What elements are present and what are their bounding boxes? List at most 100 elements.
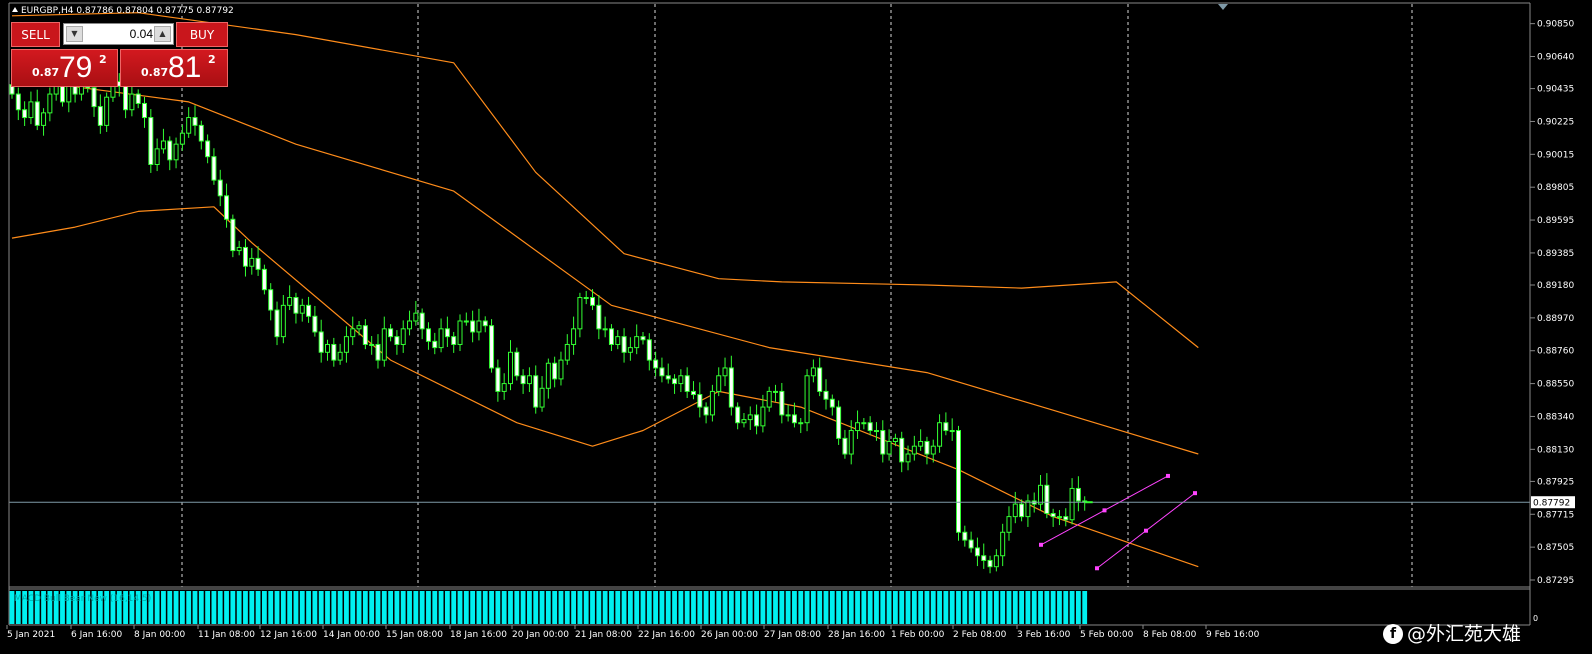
indicator-bar — [665, 591, 671, 624]
candle-bull — [804, 375, 810, 424]
indicator-bar — [1044, 591, 1050, 624]
candle-bear — [829, 398, 835, 408]
trend-channel[interactable] — [1039, 473, 1197, 571]
y-tick-label: 0.87925 — [1537, 477, 1574, 487]
indicator-bar — [564, 591, 570, 624]
candle-bull — [407, 320, 413, 330]
candle-bull — [1038, 484, 1044, 505]
x-tick-label: 5 Feb 00:00 — [1080, 630, 1134, 640]
candle-bull — [179, 132, 185, 145]
indicator-bar — [716, 591, 722, 624]
candle-bear — [15, 93, 21, 111]
candle-bear — [621, 336, 627, 353]
candle-bear — [924, 440, 930, 455]
candle-bear — [59, 85, 65, 103]
current-price-box — [1531, 496, 1575, 509]
band-upper — [11, 12, 1199, 349]
indicator-bar — [15, 591, 21, 624]
candle-bull — [369, 343, 375, 346]
symbol-info: EURGBP,H4 0.87786 0.87804 0.87775 0.8779… — [12, 6, 234, 16]
candle-bear — [432, 340, 438, 349]
indicator-bar — [1050, 591, 1056, 624]
indicator-bar — [495, 591, 501, 624]
sell-quote-fraction: 2 — [99, 53, 107, 66]
candle-bull — [299, 304, 305, 314]
x-tick-label: 5 Jan 2021 — [7, 630, 55, 640]
candle-bear — [419, 312, 425, 330]
x-tick-label: 28 Jan 16:00 — [828, 630, 885, 640]
candle-bull — [937, 422, 943, 447]
candle-bull — [577, 297, 583, 330]
indicator-bar — [918, 591, 924, 624]
candle-bear — [331, 343, 337, 361]
channel-anchor — [1039, 542, 1043, 547]
indicator-bar — [956, 591, 961, 624]
indicator-bar — [123, 591, 128, 624]
buy-quote[interactable]: 0.87 81 2 — [120, 49, 228, 87]
x-tick-label: 8 Jan 00:00 — [134, 630, 186, 640]
candle-bear — [640, 336, 646, 341]
lot-decrease-icon[interactable]: ▼ — [66, 26, 83, 42]
indicator-bar — [785, 591, 791, 624]
y-tick-label: 0.88760 — [1537, 347, 1574, 357]
indicator-bar — [539, 591, 545, 624]
candle-bull — [892, 437, 898, 442]
indicator-bar — [552, 591, 558, 624]
y-tick-label: 0.89385 — [1537, 249, 1574, 259]
buy-button[interactable]: BUY — [176, 22, 228, 47]
candle-bull — [350, 328, 356, 338]
indicator-bar — [924, 591, 930, 624]
indicator-bar — [672, 591, 677, 624]
candle-bear — [444, 328, 450, 338]
candle-bull — [848, 430, 854, 455]
candle-bull — [186, 117, 192, 134]
indicator-bar — [545, 591, 551, 624]
lot-increase-icon[interactable]: ▲ — [154, 26, 171, 42]
candle-bull — [539, 387, 545, 408]
indicator-bar — [154, 591, 160, 624]
indicator-bar — [533, 591, 539, 624]
candle-bear — [97, 106, 103, 126]
x-tick-label: 22 Jan 16:00 — [638, 630, 695, 640]
indicator-bar — [874, 591, 879, 624]
chart-shift-marker[interactable] — [1218, 4, 1228, 10]
candle-bull — [280, 304, 286, 338]
candle-bull — [325, 343, 330, 353]
candle-bull — [545, 362, 551, 389]
indicator-bar — [861, 591, 867, 624]
indicator-bar — [1000, 591, 1006, 624]
y-tick-label: 0.88130 — [1537, 445, 1574, 455]
candle-bull — [810, 367, 816, 377]
sell-button[interactable]: SELL — [11, 22, 60, 47]
candles — [9, 66, 1088, 574]
indicator-bar — [224, 591, 229, 624]
sell-quote[interactable]: 0.87 79 2 — [11, 49, 118, 87]
indicator-bar — [962, 591, 968, 624]
indicator-bar — [1019, 591, 1024, 624]
indicator-bar — [299, 591, 305, 624]
indicator-bar — [173, 591, 179, 624]
collapse-triangle-icon[interactable] — [12, 7, 18, 12]
indicator-bar — [110, 591, 116, 624]
indicator-bar — [678, 591, 684, 624]
candle-bear — [470, 320, 476, 333]
candle-bear — [974, 547, 980, 557]
candle-bear — [703, 406, 709, 416]
indicator-bar — [792, 591, 797, 624]
indicator-bar — [22, 591, 28, 624]
lot-size-input[interactable] — [86, 26, 153, 42]
candle-bull — [343, 336, 349, 353]
indicator-bar — [53, 591, 59, 624]
indicator-bar — [198, 591, 204, 624]
indicator-bar — [501, 591, 507, 624]
candle-bear — [489, 325, 495, 369]
candle-bear — [482, 320, 488, 327]
indicator-bar — [79, 591, 84, 624]
x-tick-label: 6 Jan 16:00 — [71, 630, 123, 640]
indicator-bar — [318, 591, 324, 624]
candle-bear — [394, 336, 400, 345]
candle-bull — [381, 328, 387, 361]
indicator-bar — [41, 591, 46, 624]
candle-bear — [142, 102, 148, 119]
